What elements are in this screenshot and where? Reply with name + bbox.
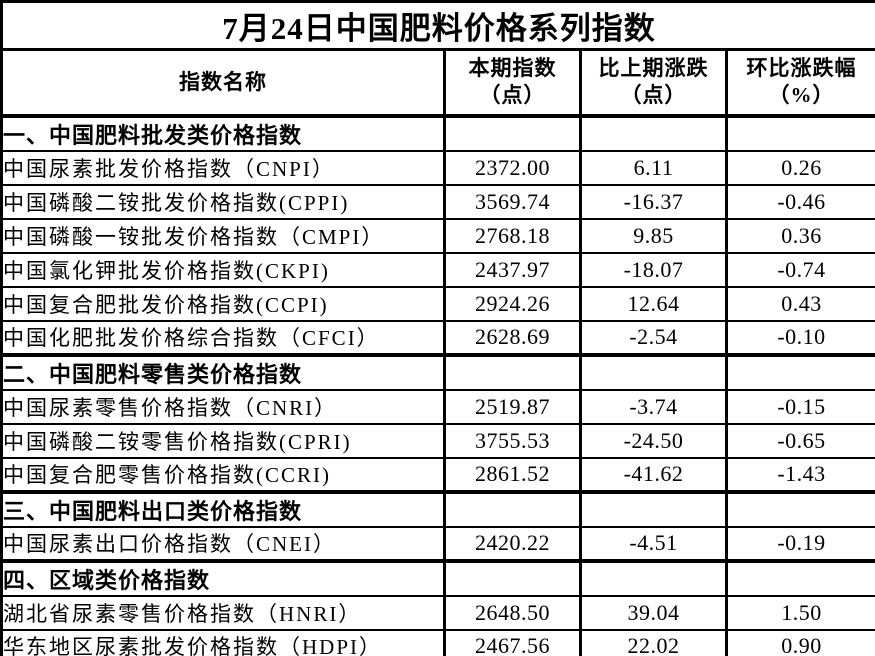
pct-change-cell: -0.10 — [725, 319, 875, 356]
current-index-cell: 2372.00 — [443, 149, 582, 186]
change-cell: -3.74 — [579, 388, 728, 425]
current-index-cell: 2519.87 — [443, 388, 582, 425]
section-header-row: 二、中国肥料零售类价格指数 — [0, 352, 875, 391]
change-cell: 9.85 — [579, 217, 728, 254]
change-cell: -18.07 — [579, 251, 728, 288]
current-index-cell: 2467.56 — [443, 628, 582, 656]
section-header-row: 四、区域类价格指数 — [0, 558, 875, 597]
column-header-change-line2: （点） — [620, 83, 687, 108]
current-index-cell: 3569.74 — [443, 183, 582, 220]
table-title: 7月24日中国肥料价格系列指数 — [0, 0, 875, 51]
table-row: 中国复合肥零售价格指数(CCRI) 2861.52 -41.62 -1.43 — [0, 456, 875, 493]
change-cell: 22.02 — [579, 628, 728, 656]
column-header-change-line1: 比上期涨跌 — [598, 55, 709, 80]
current-index-cell — [443, 113, 582, 152]
table-row: 中国复合肥批发价格指数(CCPI) 2924.26 12.64 0.43 — [0, 285, 875, 322]
index-name-cell: 二、中国肥料零售类价格指数 — [0, 352, 446, 391]
current-index-cell — [443, 489, 582, 528]
change-cell: 12.64 — [579, 285, 728, 322]
pct-change-cell — [725, 352, 875, 391]
table-title-row: 7月24日中国肥料价格系列指数 — [0, 0, 875, 51]
index-name-cell: 中国复合肥零售价格指数(CCRI) — [0, 456, 446, 493]
pct-change-cell: 0.36 — [725, 217, 875, 254]
pct-change-cell: 0.90 — [725, 628, 875, 656]
column-header-pct-line1: 环比涨跌幅 — [746, 55, 857, 80]
current-index-cell: 2768.18 — [443, 217, 582, 254]
table-row: 中国化肥批发价格综合指数（CFCI） 2628.69 -2.54 -0.10 — [0, 319, 875, 356]
pct-change-cell: -0.65 — [725, 422, 875, 459]
current-index-cell: 2924.26 — [443, 285, 582, 322]
current-index-cell — [443, 558, 582, 597]
change-cell — [579, 558, 728, 597]
change-cell — [579, 113, 728, 152]
change-cell: -41.62 — [579, 456, 728, 493]
pct-change-cell: -0.15 — [725, 388, 875, 425]
current-index-cell: 2628.69 — [443, 319, 582, 356]
change-cell: -4.51 — [579, 525, 728, 562]
column-header-pct-line2: （%） — [768, 83, 835, 108]
table-row: 华东地区尿素批发价格指数（HDPI） 2467.56 22.02 0.90 — [0, 628, 875, 656]
index-name-cell: 华东地区尿素批发价格指数（HDPI） — [0, 628, 446, 656]
change-cell: -2.54 — [579, 319, 728, 356]
index-name-cell: 中国磷酸二铵批发价格指数(CPPI) — [0, 183, 446, 220]
index-name-cell: 中国复合肥批发价格指数(CCPI) — [0, 285, 446, 322]
pct-change-cell: -1.43 — [725, 456, 875, 493]
table-row: 湖北省尿素零售价格指数（HNRI） 2648.50 39.04 1.50 — [0, 594, 875, 631]
column-header-current-line2: （点） — [479, 83, 546, 108]
index-name-cell: 中国化肥批发价格综合指数（CFCI） — [0, 319, 446, 356]
section-header-row: 一、中国肥料批发类价格指数 — [0, 113, 875, 152]
index-name-cell: 中国磷酸一铵批发价格指数（CMPI） — [0, 217, 446, 254]
column-header-current-line1: 本期指数 — [468, 55, 557, 80]
current-index-cell: 2648.50 — [443, 594, 582, 631]
table-row: 中国磷酸一铵批发价格指数（CMPI） 2768.18 9.85 0.36 — [0, 217, 875, 254]
change-cell: 6.11 — [579, 149, 728, 186]
index-name-cell: 四、区域类价格指数 — [0, 558, 446, 597]
pct-change-cell: 0.26 — [725, 149, 875, 186]
index-name-cell: 中国尿素出口价格指数（CNEI） — [0, 525, 446, 562]
table-row: 中国尿素批发价格指数（CNPI） 2372.00 6.11 0.26 — [0, 149, 875, 186]
current-index-cell: 2420.22 — [443, 525, 582, 562]
current-index-cell: 3755.53 — [443, 422, 582, 459]
index-name-cell: 一、中国肥料批发类价格指数 — [0, 113, 446, 152]
pct-change-cell: -0.46 — [725, 183, 875, 220]
column-header-index-name: 指数名称 — [0, 48, 446, 117]
table-row: 中国尿素零售价格指数（CNRI） 2519.87 -3.74 -0.15 — [0, 388, 875, 425]
change-cell: -16.37 — [579, 183, 728, 220]
current-index-cell: 2437.97 — [443, 251, 582, 288]
pct-change-cell — [725, 558, 875, 597]
table-row: 中国磷酸二铵批发价格指数(CPPI) 3569.74 -16.37 -0.46 — [0, 183, 875, 220]
pct-change-cell — [725, 113, 875, 152]
pct-change-cell — [725, 489, 875, 528]
pct-change-cell: -0.74 — [725, 251, 875, 288]
index-name-cell: 湖北省尿素零售价格指数（HNRI） — [0, 594, 446, 631]
column-header-pct-change: 环比涨跌幅 （%） — [725, 48, 875, 117]
pct-change-cell: -0.19 — [725, 525, 875, 562]
index-name-cell: 中国磷酸二铵零售价格指数(CPRI) — [0, 422, 446, 459]
index-name-cell: 三、中国肥料出口类价格指数 — [0, 489, 446, 528]
current-index-cell — [443, 352, 582, 391]
column-header-index-name-label: 指数名称 — [179, 69, 267, 94]
index-name-cell: 中国氯化钾批发价格指数(CKPI) — [0, 251, 446, 288]
table-row: 中国氯化钾批发价格指数(CKPI) 2437.97 -18.07 -0.74 — [0, 251, 875, 288]
table-row: 中国磷酸二铵零售价格指数(CPRI) 3755.53 -24.50 -0.65 — [0, 422, 875, 459]
table-header-row: 指数名称 本期指数 （点） 比上期涨跌 （点） 环比涨跌幅 （%） — [0, 48, 875, 117]
section-header-row: 三、中国肥料出口类价格指数 — [0, 489, 875, 528]
column-header-change: 比上期涨跌 （点） — [579, 48, 728, 117]
pct-change-cell: 0.43 — [725, 285, 875, 322]
index-name-cell: 中国尿素批发价格指数（CNPI） — [0, 149, 446, 186]
column-header-current-index: 本期指数 （点） — [443, 48, 582, 117]
change-cell: 39.04 — [579, 594, 728, 631]
pct-change-cell: 1.50 — [725, 594, 875, 631]
change-cell: -24.50 — [579, 422, 728, 459]
change-cell — [579, 352, 728, 391]
change-cell — [579, 489, 728, 528]
current-index-cell: 2861.52 — [443, 456, 582, 493]
index-name-cell: 中国尿素零售价格指数（CNRI） — [0, 388, 446, 425]
table-row: 中国尿素出口价格指数（CNEI） 2420.22 -4.51 -0.19 — [0, 525, 875, 562]
